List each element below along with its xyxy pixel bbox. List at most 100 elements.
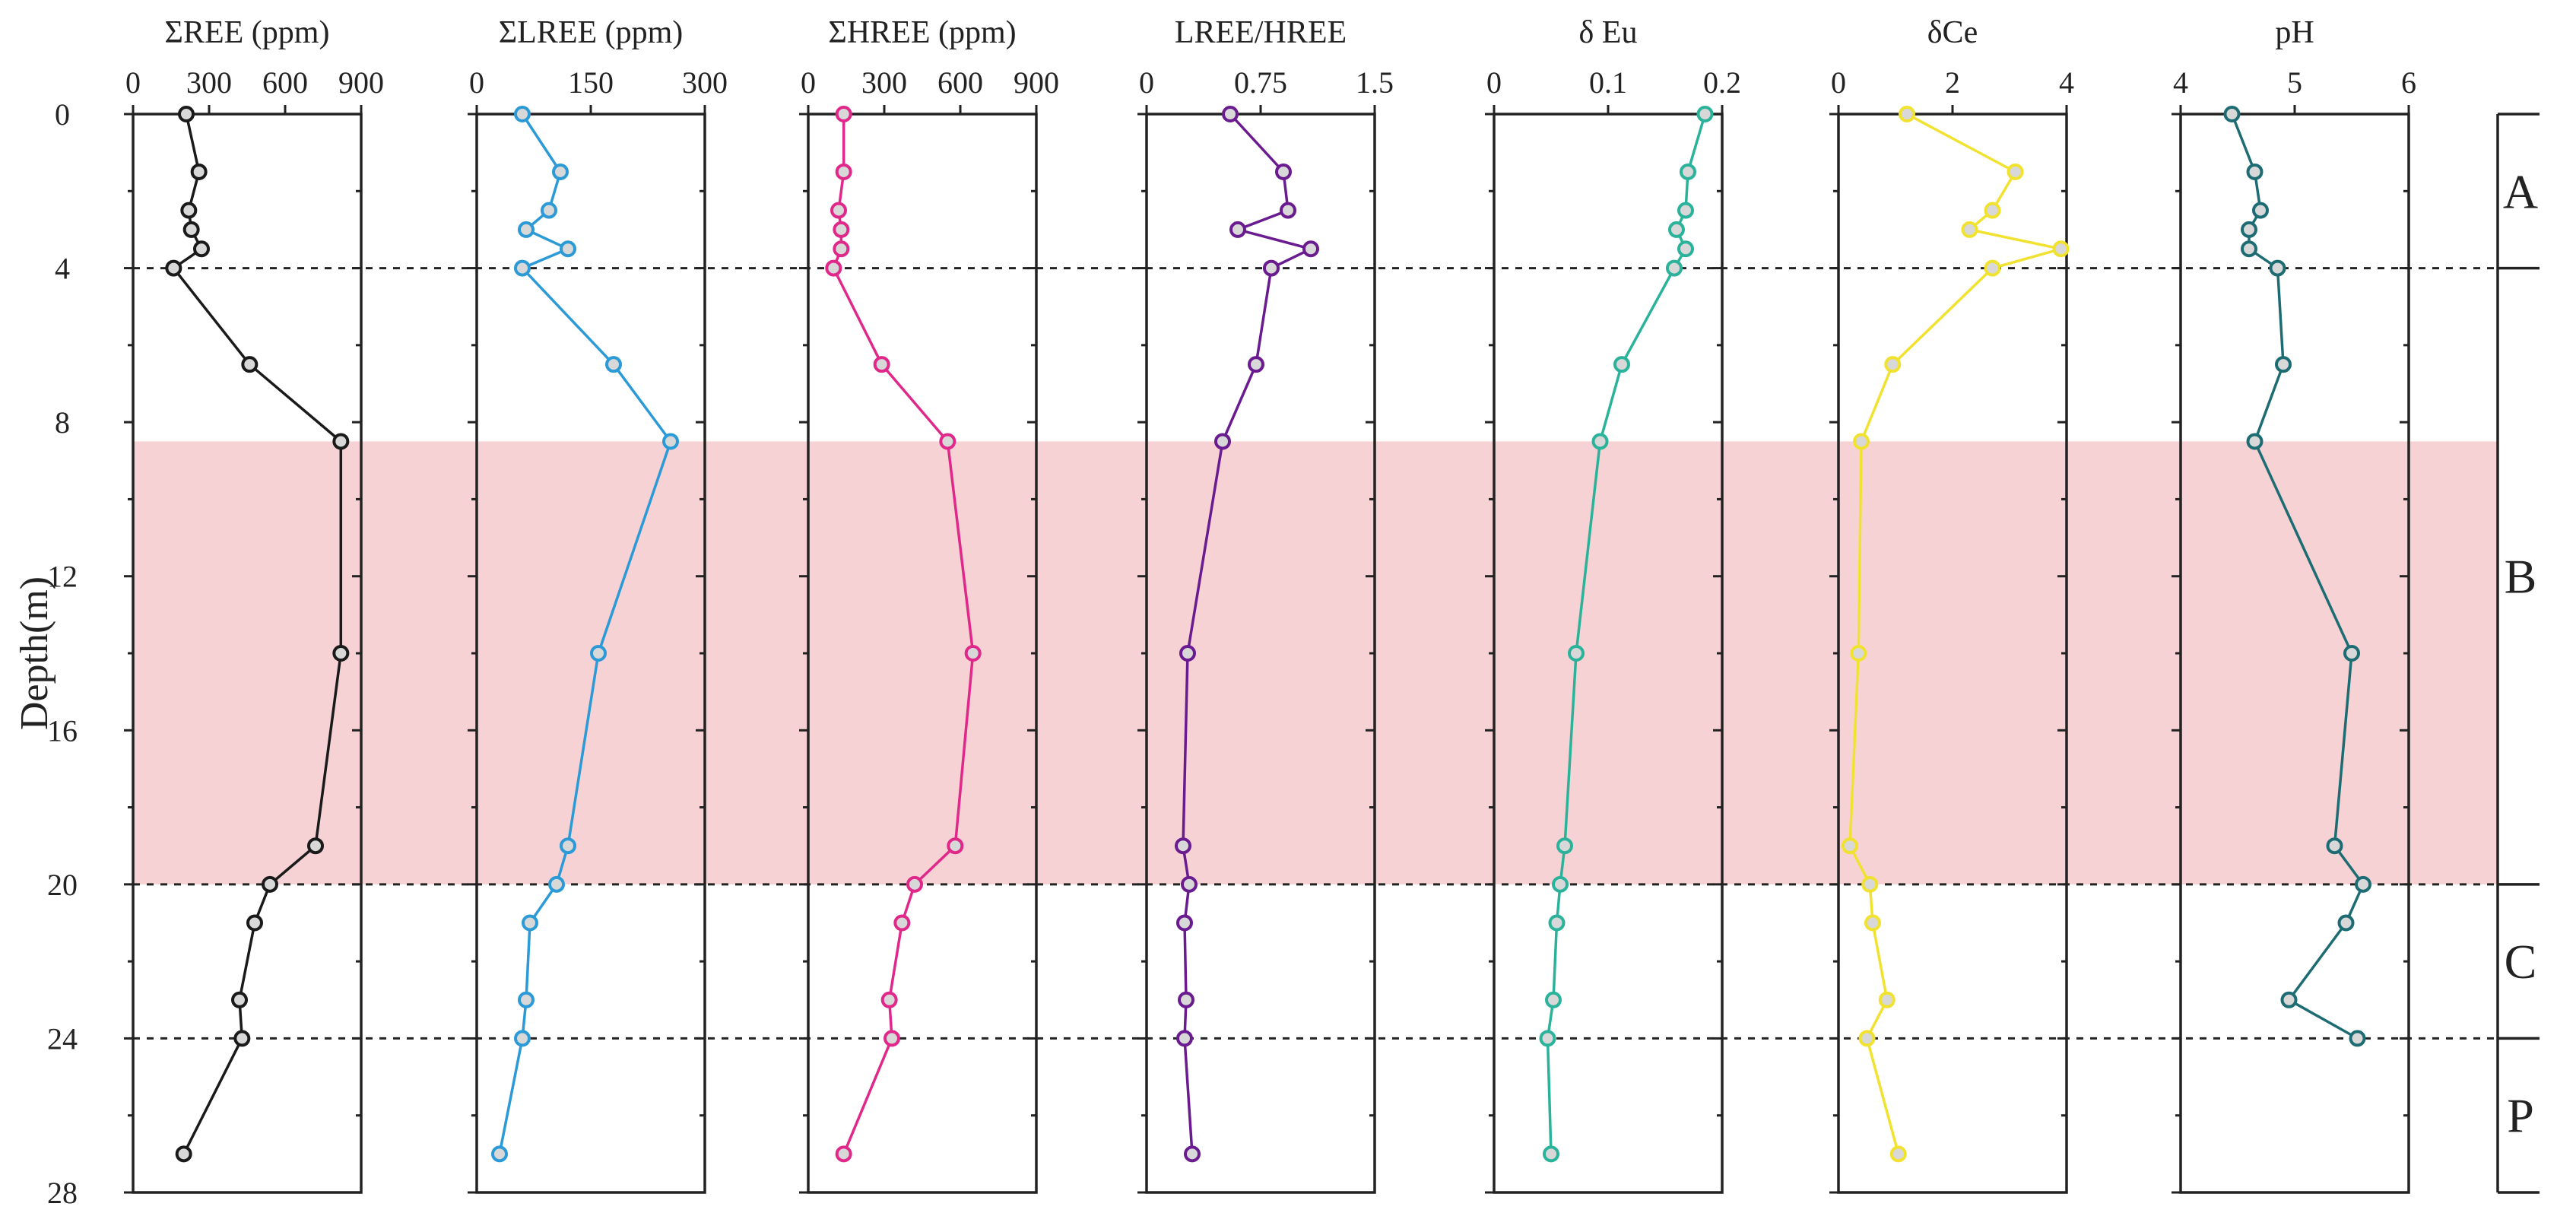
data-point <box>1275 163 1292 180</box>
x-tick-label: 0.75 <box>1234 65 1287 100</box>
data-point <box>1222 106 1239 122</box>
data-point <box>1556 837 1573 855</box>
data-point <box>552 163 569 180</box>
depth-tick-label: 16 <box>47 713 78 748</box>
zone-label: C <box>2505 935 2537 989</box>
depth-tick-label: 28 <box>47 1176 78 1210</box>
x-tick-label: 4 <box>2059 65 2074 100</box>
x-tick-label: 0 <box>1139 65 1154 100</box>
panel-title: δ Eu <box>1579 15 1638 50</box>
data-point <box>1677 202 1694 219</box>
data-point <box>835 106 852 122</box>
panel-title: δCe <box>1927 15 1978 50</box>
data-point <box>662 433 679 450</box>
data-point <box>1548 914 1566 932</box>
data-point <box>880 991 898 1008</box>
depth-tick-label: 8 <box>55 405 70 440</box>
x-tick-label: 4 <box>2173 65 2188 100</box>
data-point <box>2007 163 2024 180</box>
data-point <box>1176 1030 1193 1047</box>
data-point <box>1858 1030 1876 1047</box>
data-point <box>947 837 964 855</box>
data-point <box>1864 914 1881 932</box>
data-point <box>514 259 531 277</box>
data-point <box>884 1030 900 1047</box>
data-point <box>233 1030 251 1047</box>
data-point <box>541 202 557 219</box>
data-point <box>514 1030 531 1047</box>
data-point <box>2241 221 2257 238</box>
data-point <box>548 875 565 893</box>
data-point <box>180 202 198 219</box>
data-point <box>1853 433 1870 450</box>
panel-title: ΣREE (ppm) <box>165 15 330 50</box>
depth-tick-label: 24 <box>47 1021 78 1056</box>
data-point <box>193 240 210 258</box>
profile-panel: 0 0.75 1.5 LREE/HREE <box>1137 15 1394 1194</box>
data-point <box>1179 645 1196 662</box>
x-tick-label: 600 <box>937 65 983 100</box>
x-tick-label: 300 <box>861 65 907 100</box>
data-point <box>1878 991 1896 1008</box>
zone-bracket: A B C P <box>2496 113 2540 1194</box>
data-point <box>1178 991 1194 1008</box>
x-tick-label: 150 <box>568 65 614 100</box>
data-point <box>1543 1145 1559 1163</box>
depth-tick-label: 20 <box>47 868 78 902</box>
profile-panel: 4 5 6 pH <box>2172 15 2416 1194</box>
data-point <box>1850 645 1867 662</box>
data-point <box>1842 837 1858 855</box>
data-point <box>560 837 576 855</box>
data-point <box>1884 356 1902 373</box>
data-point <box>1666 259 1683 277</box>
depth-tick-label: 4 <box>55 252 70 286</box>
data-point <box>1184 1145 1201 1163</box>
data-point <box>2349 1030 2366 1047</box>
data-point <box>175 1145 192 1163</box>
depth-axis: 0 4 8 12 16 20 24 28 <box>47 97 78 1210</box>
data-point <box>2355 875 2371 893</box>
x-tick-label: 6 <box>2401 65 2416 100</box>
data-point <box>2275 356 2292 373</box>
x-tick-label: 900 <box>338 65 384 100</box>
x-tick-label: 0 <box>1486 65 1502 100</box>
panel-title: ΣLREE (ppm) <box>499 15 684 50</box>
data-point <box>1961 221 1978 238</box>
data-point <box>1899 106 1915 122</box>
depth-tick-label: 12 <box>47 560 78 594</box>
data-point <box>2223 106 2241 122</box>
data-point <box>893 914 911 932</box>
x-tick-label: 1.5 <box>1356 65 1394 100</box>
profile-panel: 0 2 4 δCe <box>1829 15 2074 1194</box>
data-point <box>190 163 208 180</box>
data-point <box>262 875 278 893</box>
data-point <box>1263 259 1280 277</box>
data-point <box>307 837 324 855</box>
x-tick-label: 0 <box>125 65 141 100</box>
data-point <box>231 991 248 1008</box>
panel-title: LREE/HREE <box>1175 15 1347 50</box>
data-point <box>522 914 538 932</box>
data-point <box>833 221 850 238</box>
data-point <box>1568 645 1585 662</box>
data-point <box>2343 645 2360 662</box>
data-point <box>1248 356 1264 373</box>
data-point <box>830 202 847 219</box>
data-point <box>2246 433 2264 450</box>
x-tick-label: 5 <box>2287 65 2302 100</box>
zone-label: P <box>2507 1089 2534 1143</box>
zone-label: A <box>2503 164 2538 218</box>
data-point <box>1668 221 1685 238</box>
zone-boundary-lines <box>133 267 2498 1040</box>
profile-panel: 0 0.1 0.2 δ Eu <box>1485 15 1741 1194</box>
data-point <box>1984 259 2001 277</box>
data-point <box>1680 163 1696 180</box>
x-tick-label: 600 <box>262 65 308 100</box>
depth-tick-label: 0 <box>55 97 70 132</box>
x-tick-label: 300 <box>682 65 728 100</box>
highlight-band-zone-b <box>133 441 2498 884</box>
x-tick-label: 0.2 <box>1703 65 1741 100</box>
panel-title: ΣHREE (ppm) <box>828 15 1016 50</box>
data-point <box>165 259 182 277</box>
